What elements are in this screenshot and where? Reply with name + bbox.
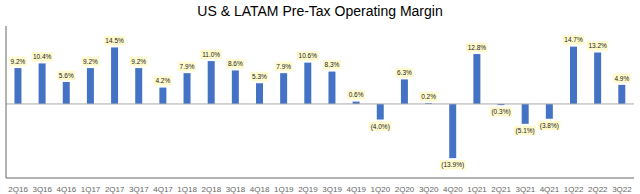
svg-text:2Q20: 2Q20 [395,185,415,194]
svg-text:1Q21: 1Q21 [467,185,487,194]
svg-text:4Q16: 4Q16 [57,185,77,194]
svg-text:1Q20: 1Q20 [371,185,391,194]
svg-text:0.6%: 0.6% [349,91,364,98]
svg-text:(0.3%): (0.3%) [491,108,510,116]
svg-text:1Q22: 1Q22 [564,185,584,194]
svg-text:4Q17: 4Q17 [153,185,173,194]
svg-text:3Q19: 3Q19 [322,185,342,194]
svg-text:2Q19: 2Q19 [298,185,318,194]
svg-text:9.2%: 9.2% [131,58,146,65]
svg-text:7.9%: 7.9% [276,63,291,70]
svg-text:(3.8%): (3.8%) [540,122,559,130]
svg-text:6.3%: 6.3% [397,69,412,76]
svg-text:5.6%: 5.6% [59,72,74,79]
svg-text:1Q17: 1Q17 [81,185,101,194]
svg-text:0.2%: 0.2% [421,93,436,100]
svg-text:13.2%: 13.2% [588,42,607,49]
svg-text:7.9%: 7.9% [180,63,195,70]
svg-text:4.2%: 4.2% [155,77,170,84]
svg-text:2Q17: 2Q17 [105,185,125,194]
svg-text:14.5%: 14.5% [105,37,124,44]
svg-text:1Q19: 1Q19 [274,185,294,194]
svg-text:(5.1%): (5.1%) [516,127,535,135]
svg-text:4.9%: 4.9% [614,75,629,82]
svg-text:2Q21: 2Q21 [491,185,511,194]
svg-text:9.2%: 9.2% [83,58,98,65]
svg-text:4Q19: 4Q19 [346,185,366,194]
svg-text:2Q22: 2Q22 [588,185,608,194]
svg-text:12.8%: 12.8% [468,44,487,51]
svg-text:3Q22: 3Q22 [612,185,632,194]
svg-text:10.6%: 10.6% [299,52,318,59]
svg-text:3Q16: 3Q16 [32,185,52,194]
svg-text:3Q20: 3Q20 [419,185,439,194]
svg-text:4Q20: 4Q20 [443,185,463,194]
svg-text:8.3%: 8.3% [325,61,340,68]
html-text:US & LATAM Pre-Tax Operating M: US & LATAM Pre-Tax Operating Margin [197,3,443,19]
svg-text:1Q18: 1Q18 [177,185,197,194]
svg-text:9.2%: 9.2% [11,58,26,65]
svg-text:3Q21: 3Q21 [516,185,536,194]
svg-text:(13.9%): (13.9%) [441,161,464,169]
svg-text:3Q18: 3Q18 [226,185,246,194]
svg-text:10.4%: 10.4% [33,53,52,60]
svg-text:2Q18: 2Q18 [202,185,222,194]
svg-text:11.0%: 11.0% [202,51,220,58]
svg-text:5.3%: 5.3% [252,73,267,80]
svg-text:4Q21: 4Q21 [540,185,560,194]
svg-text:8.6%: 8.6% [228,60,243,67]
svg-text:3Q17: 3Q17 [129,185,149,194]
svg-text:(4.0%): (4.0%) [371,123,390,131]
svg-text:4Q18: 4Q18 [250,185,270,194]
svg-text:14.7%: 14.7% [564,36,583,43]
svg-text:2Q16: 2Q16 [8,185,28,194]
